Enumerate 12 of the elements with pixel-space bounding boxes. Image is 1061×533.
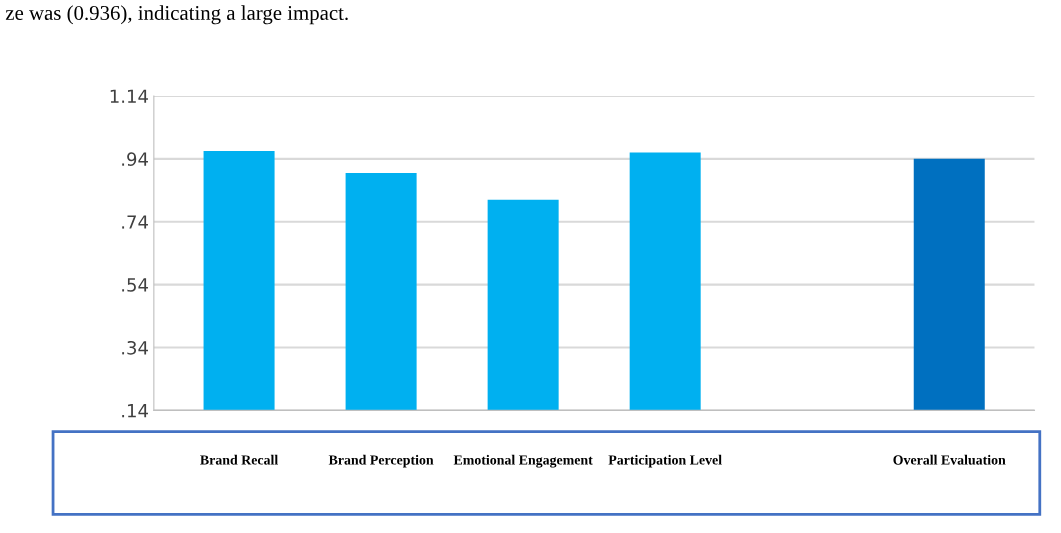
y-tick-label: .14	[122, 404, 148, 418]
y-tick-label: .74	[122, 215, 148, 229]
x-tick-label: Overall Evaluation	[893, 454, 1006, 465]
x-tick-label: Participation Level	[608, 454, 722, 468]
y-tick-label: .54	[122, 278, 148, 292]
x-tick-label: Brand Recall	[200, 454, 278, 465]
x-tick-label: Brand Perception	[328, 454, 434, 468]
y-tick-label: .94	[122, 152, 148, 166]
y-tick-label: .34	[122, 340, 148, 355]
x-tick-label: Emotional Engagement	[453, 454, 593, 468]
y-tick-label: 1.14	[110, 89, 148, 103]
text: ze was (0.936), indicating a large impact.	[5, 5, 348, 25]
